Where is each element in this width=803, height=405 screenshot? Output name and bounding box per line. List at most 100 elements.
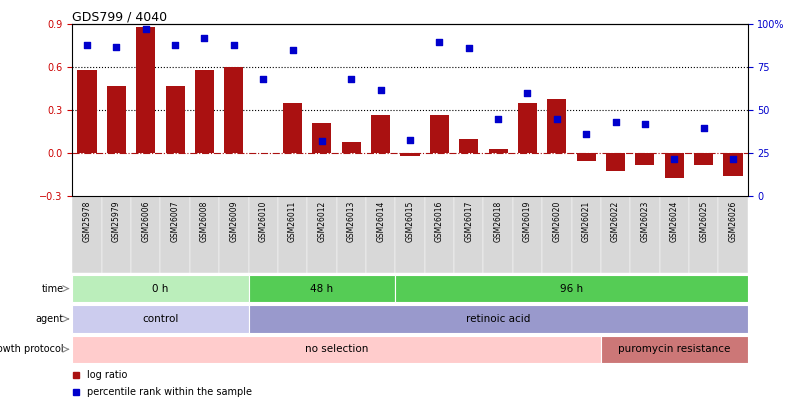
Point <box>667 155 680 162</box>
Point <box>344 76 357 83</box>
Text: GSM26026: GSM26026 <box>728 200 736 242</box>
Text: GSM25979: GSM25979 <box>112 200 120 242</box>
Bar <box>717 196 747 273</box>
Bar <box>102 196 131 273</box>
Bar <box>72 196 102 273</box>
Point <box>373 86 386 93</box>
Text: control: control <box>142 314 178 324</box>
Point <box>256 76 269 83</box>
Bar <box>723 153 742 176</box>
Point <box>80 42 93 48</box>
Bar <box>107 86 126 153</box>
Bar <box>307 196 336 273</box>
Bar <box>248 196 278 273</box>
Bar <box>547 99 565 153</box>
Text: GSM26006: GSM26006 <box>141 200 150 242</box>
Point <box>403 136 416 143</box>
Text: log ratio: log ratio <box>87 371 128 380</box>
Bar <box>693 153 712 165</box>
Bar <box>630 196 658 273</box>
Bar <box>600 336 747 363</box>
Bar <box>131 196 161 273</box>
Text: GSM26018: GSM26018 <box>493 200 502 241</box>
Point <box>638 121 650 127</box>
Bar <box>395 275 747 302</box>
Bar <box>424 196 454 273</box>
Bar <box>365 196 395 273</box>
Bar <box>72 336 600 363</box>
Point <box>609 119 622 126</box>
Bar <box>658 196 688 273</box>
Text: puromycin resistance: puromycin resistance <box>618 344 730 354</box>
Point <box>169 42 181 48</box>
Point <box>286 47 299 53</box>
Bar <box>541 196 571 273</box>
Point <box>198 35 210 41</box>
Point <box>315 138 328 145</box>
Text: GSM26012: GSM26012 <box>317 200 326 241</box>
Text: GSM26007: GSM26007 <box>170 200 179 242</box>
Text: GSM26024: GSM26024 <box>669 200 678 242</box>
Point <box>491 116 504 122</box>
Bar <box>605 153 625 171</box>
Bar <box>634 153 654 165</box>
Text: agent: agent <box>35 314 63 324</box>
Text: GSM26016: GSM26016 <box>434 200 443 242</box>
Bar <box>371 115 389 153</box>
Bar <box>312 123 331 153</box>
Text: GSM26022: GSM26022 <box>610 200 619 241</box>
Text: GSM26014: GSM26014 <box>376 200 385 242</box>
Bar <box>576 153 595 160</box>
Bar <box>341 142 361 153</box>
Text: GSM26013: GSM26013 <box>346 200 356 242</box>
Text: GSM26019: GSM26019 <box>522 200 532 242</box>
Bar <box>72 275 248 302</box>
Point <box>227 42 240 48</box>
Text: GSM26015: GSM26015 <box>405 200 414 242</box>
Bar <box>194 70 214 153</box>
Bar <box>283 103 302 153</box>
Point <box>520 90 533 96</box>
Bar <box>688 196 717 273</box>
Text: GSM26010: GSM26010 <box>259 200 267 242</box>
Text: GDS799 / 4040: GDS799 / 4040 <box>72 10 167 23</box>
Bar <box>459 139 478 153</box>
Point <box>433 38 446 45</box>
Text: GSM26009: GSM26009 <box>229 200 238 242</box>
Text: GSM26023: GSM26023 <box>640 200 649 242</box>
Text: retinoic acid: retinoic acid <box>466 314 530 324</box>
Bar <box>571 196 600 273</box>
Text: 48 h: 48 h <box>310 284 333 294</box>
Text: GSM26020: GSM26020 <box>552 200 560 242</box>
Bar <box>224 67 243 153</box>
Text: percentile rank within the sample: percentile rank within the sample <box>87 387 252 397</box>
Bar <box>190 196 219 273</box>
Bar <box>248 305 747 333</box>
Bar <box>454 196 483 273</box>
Text: GSM26008: GSM26008 <box>200 200 209 242</box>
Bar <box>77 70 96 153</box>
Point <box>110 43 123 50</box>
Bar <box>278 196 307 273</box>
Bar <box>395 196 424 273</box>
Bar <box>488 149 507 153</box>
Bar <box>517 103 536 153</box>
Bar <box>72 305 248 333</box>
Bar <box>136 27 155 153</box>
Bar <box>600 196 630 273</box>
Point <box>139 26 152 33</box>
Text: no selection: no selection <box>304 344 368 354</box>
Text: GSM25978: GSM25978 <box>83 200 92 242</box>
Bar <box>430 115 448 153</box>
Bar <box>219 196 248 273</box>
Point <box>726 155 739 162</box>
Text: 96 h: 96 h <box>559 284 582 294</box>
Bar <box>483 196 512 273</box>
Bar <box>664 153 683 178</box>
Point <box>579 131 592 138</box>
Bar <box>165 86 185 153</box>
Point <box>696 124 709 131</box>
Text: GSM26021: GSM26021 <box>581 200 590 241</box>
Text: GSM26017: GSM26017 <box>463 200 473 242</box>
Bar <box>336 196 365 273</box>
